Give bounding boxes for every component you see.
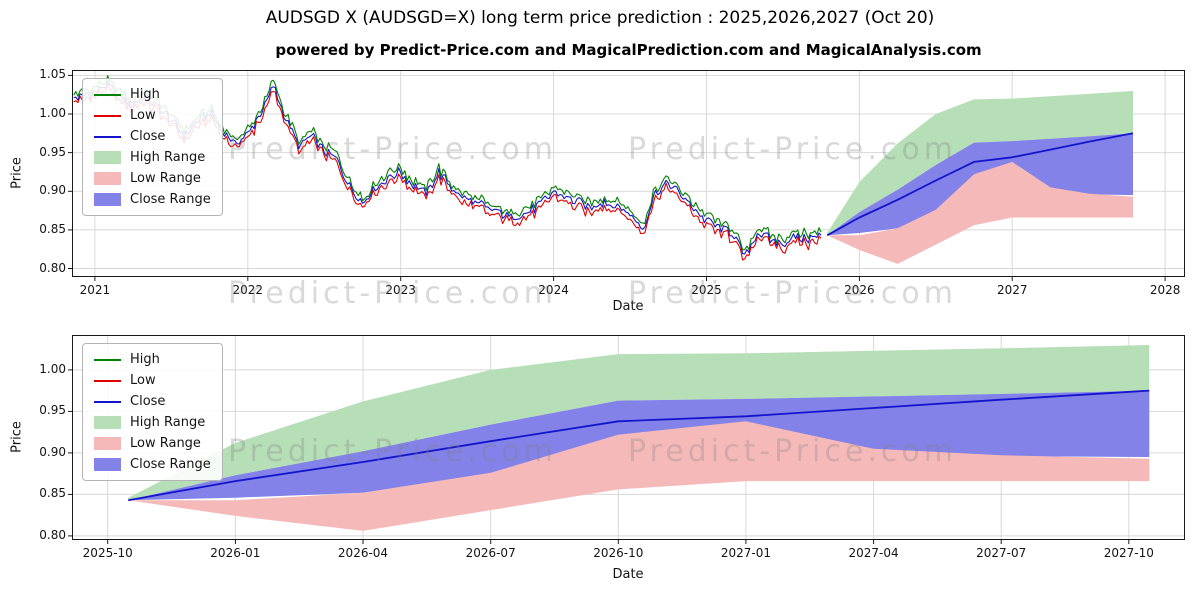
x-tick-label: 2025-10 [82, 546, 133, 560]
legend-item-low: Low [94, 372, 211, 389]
x-tick-label: 2027-01 [720, 546, 771, 560]
x-tick-label: 2024 [538, 283, 569, 297]
y-tick-label: 0.95 [39, 144, 66, 159]
legend-label: Close [130, 394, 166, 409]
y-tick-label: 0.95 [39, 403, 66, 418]
close-forecast-line [826, 132, 1134, 237]
legend-item-low: Low [94, 107, 211, 124]
figure-title: AUDSGD X (AUDSGD=X) long term price pred… [265, 8, 935, 28]
legend-item-close: Close [94, 128, 211, 145]
y-tick-label: 1.00 [39, 361, 66, 376]
line-swatch-icon [94, 358, 121, 361]
legend-item-high-range: High Range [94, 149, 211, 166]
high-range-band [128, 345, 1150, 501]
patch-swatch-icon [94, 151, 121, 164]
y-tick-label: 1.00 [39, 106, 66, 121]
top-chart: 2021 2022 2023 2024 2025 2026 2027 2028 0.80 0.85… [39, 67, 1185, 297]
patch-swatch-icon [94, 437, 121, 450]
legend-label: Low Range [130, 171, 201, 186]
x-tick-label: 2028 [1149, 283, 1181, 297]
x-tick-label: 2027 [996, 283, 1028, 297]
close-forecast-line [128, 389, 1150, 502]
legend-item-close-range: Close Range [94, 191, 211, 208]
x-tick-label: 2023 [385, 283, 416, 297]
legend-item-close-range: Close Range [94, 456, 211, 473]
x-tick-label: 2027-10 [1103, 546, 1154, 560]
legend-label: Close [130, 129, 166, 144]
patch-swatch-icon [94, 416, 121, 429]
x-tick-label: 2026-07 [465, 546, 516, 560]
legend-item-high-range: High Range [94, 414, 211, 431]
y-tick-label: 0.85 [39, 486, 66, 501]
axes-spine [72, 335, 1185, 540]
patch-swatch-icon [94, 172, 121, 185]
y-tick-label: 0.85 [39, 221, 66, 236]
x-tick-label: 2027-07 [976, 546, 1027, 560]
legend-label: High Range [130, 415, 206, 430]
legend-label: High [130, 87, 160, 102]
patch-swatch-icon [94, 458, 121, 471]
legend-item-high: High [94, 351, 211, 368]
line-swatch-icon [94, 135, 121, 138]
top-chart-xlabel: Date [612, 299, 644, 314]
legend-label: High Range [130, 150, 206, 165]
bottom-chart: 2025-10 2026-01 2026-04 2026-07 2026-10 2027-… [39, 335, 1185, 560]
legend-item-close: Close [94, 393, 211, 410]
x-tick-label: 2025 [691, 283, 722, 297]
legend-label: Low [130, 108, 156, 123]
line-swatch-icon [94, 379, 121, 382]
legend-label: Close Range [130, 192, 211, 207]
legend-label: Low [130, 373, 156, 388]
y-tick-label: 0.80 [39, 527, 66, 542]
y-tick-label: 1.05 [39, 67, 66, 82]
patch-swatch-icon [94, 193, 121, 206]
legend: High Low Close High Range Low Range Close Ran… [82, 343, 223, 481]
x-tick-label: 2026 [844, 283, 875, 297]
y-tick-label: 0.90 [39, 183, 66, 198]
bottom-chart-ylabel: Price [9, 421, 25, 453]
bottom-chart-xlabel: Date [612, 567, 644, 582]
figure-subtitle: powered by Predict-Price.com and Magical… [275, 41, 982, 59]
axes-spine [72, 70, 1185, 277]
x-tick-label: 2026-10 [593, 546, 644, 560]
legend-label: Low Range [130, 436, 201, 451]
ax-top-plot [68, 70, 1185, 281]
x-tick-label: 2022 [232, 283, 264, 297]
x-tick-label: 2026-04 [337, 546, 389, 560]
line-swatch-icon [94, 93, 121, 96]
legend: High Low Close High Range Low Range Close Ran… [82, 78, 223, 216]
y-tick-label: 0.90 [39, 444, 66, 459]
line-swatch-icon [94, 400, 121, 403]
low-range-band [128, 421, 1150, 531]
x-tick-label: 2026-01 [210, 546, 261, 560]
y-tick-label: 0.80 [39, 260, 66, 275]
legend-item-low-range: Low Range [94, 435, 211, 452]
legend-item-low-range: Low Range [94, 170, 211, 187]
legend-item-high: High [94, 86, 211, 103]
top-chart-ylabel: Price [9, 157, 25, 189]
low-range-band [827, 161, 1133, 264]
x-tick-label: 2027-04 [848, 546, 899, 560]
legend-label: Close Range [130, 457, 211, 472]
high-range-band [827, 90, 1133, 236]
line-swatch-icon [94, 114, 121, 117]
x-tick-label: 2021 [79, 283, 111, 297]
ax-bot-plot [68, 335, 1185, 544]
legend-label: High [130, 352, 160, 367]
